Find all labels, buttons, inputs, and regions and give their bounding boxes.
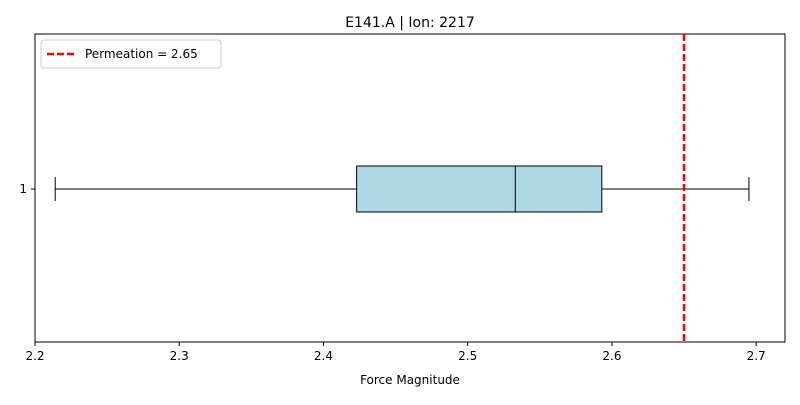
y-tick-label: 1 [19,182,27,196]
x-tick-label: 2.6 [602,349,621,363]
plot-frame [34,33,786,343]
x-axis: 2.2 2.3 2.4 2.5 2.6 2.7 [25,342,766,363]
box-plot [54,165,750,213]
interquartile-box [356,165,603,213]
legend-label: Permeation = 2.65 [85,47,198,61]
chart-title: E141.A | Ion: 2217 [345,15,475,31]
x-tick-label: 2.2 [25,349,44,363]
x-tick-label: 2.7 [747,349,766,363]
y-axis: 1 [19,182,35,196]
legend: Permeation = 2.65 [40,39,222,69]
x-axis-label: Force Magnitude [360,373,460,387]
legend-frame [40,39,222,69]
x-tick-label: 2.4 [314,349,333,363]
x-tick-label: 2.5 [458,349,477,363]
x-tick-label: 2.3 [170,349,189,363]
